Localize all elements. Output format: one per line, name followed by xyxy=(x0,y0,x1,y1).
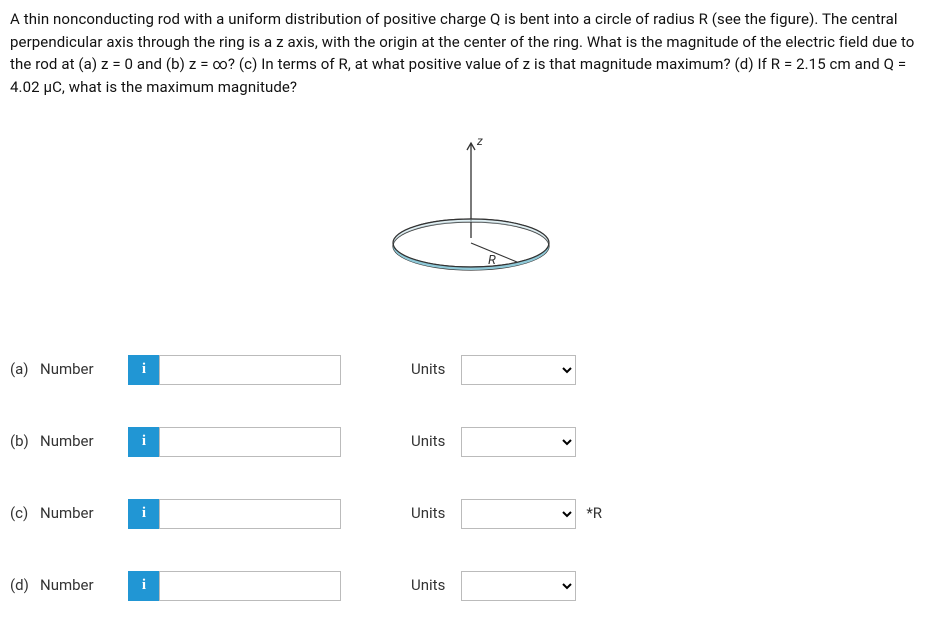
info-icon[interactable]: i xyxy=(128,427,159,457)
part-label-a: (a) xyxy=(10,358,40,381)
ring-figure: z R xyxy=(10,128,931,315)
number-label: Number xyxy=(40,502,112,525)
number-label: Number xyxy=(40,574,112,597)
radius-label: R xyxy=(488,253,496,268)
number-input-c[interactable] xyxy=(159,499,341,529)
info-icon[interactable]: i xyxy=(128,499,159,529)
axis-label: z xyxy=(476,134,483,148)
part-label-d: (d) xyxy=(10,574,40,597)
answer-row-c: (c) Number i Units *R xyxy=(10,499,931,529)
part-label-c: (c) xyxy=(10,502,40,525)
number-input-a[interactable] xyxy=(159,355,341,385)
info-icon[interactable]: i xyxy=(128,571,159,601)
units-label: Units xyxy=(411,502,445,525)
units-select-d[interactable] xyxy=(461,571,576,601)
units-select-a[interactable] xyxy=(461,355,576,385)
part-label-b: (b) xyxy=(10,430,40,453)
units-label: Units xyxy=(411,574,445,597)
units-label: Units xyxy=(411,358,445,381)
number-input-d[interactable] xyxy=(159,571,341,601)
number-label: Number xyxy=(40,358,112,381)
answer-row-b: (b) Number i Units xyxy=(10,427,931,457)
answer-row-a: (a) Number i Units xyxy=(10,355,931,385)
number-label: Number xyxy=(40,430,112,453)
answer-row-d: (d) Number i Units xyxy=(10,571,931,601)
units-select-c[interactable] xyxy=(461,499,576,529)
units-label: Units xyxy=(411,430,445,453)
number-input-b[interactable] xyxy=(159,427,341,457)
units-select-b[interactable] xyxy=(461,427,576,457)
question-text: A thin nonconducting rod with a uniform … xyxy=(10,8,931,98)
units-suffix-c: *R xyxy=(586,502,602,525)
info-icon[interactable]: i xyxy=(128,355,159,385)
